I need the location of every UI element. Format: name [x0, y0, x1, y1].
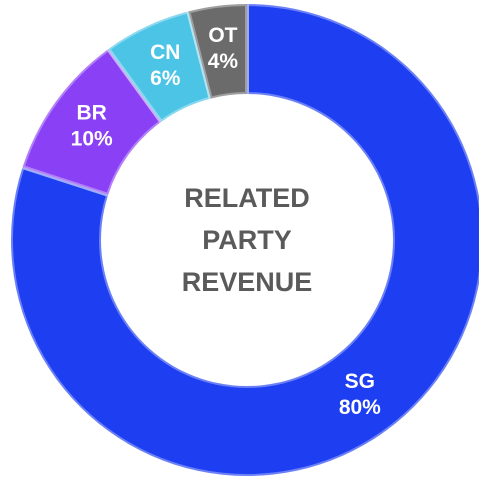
slice-category-label: SG — [345, 370, 375, 393]
slice — [9, 1, 479, 478]
slice-value-label: 4% — [208, 50, 239, 73]
chart-title: RELATED PARTY REVENUE — [181, 183, 313, 297]
slice-category-label: CN — [150, 41, 180, 64]
slice — [185, 1, 249, 102]
slice-value-label: 6% — [150, 67, 181, 90]
slice-value-label: 80% — [339, 396, 381, 419]
slice-category-label: BR — [76, 102, 106, 125]
slice-category-label: OT — [208, 24, 237, 47]
slice-value-label: 10% — [71, 128, 113, 151]
slice — [105, 8, 214, 125]
